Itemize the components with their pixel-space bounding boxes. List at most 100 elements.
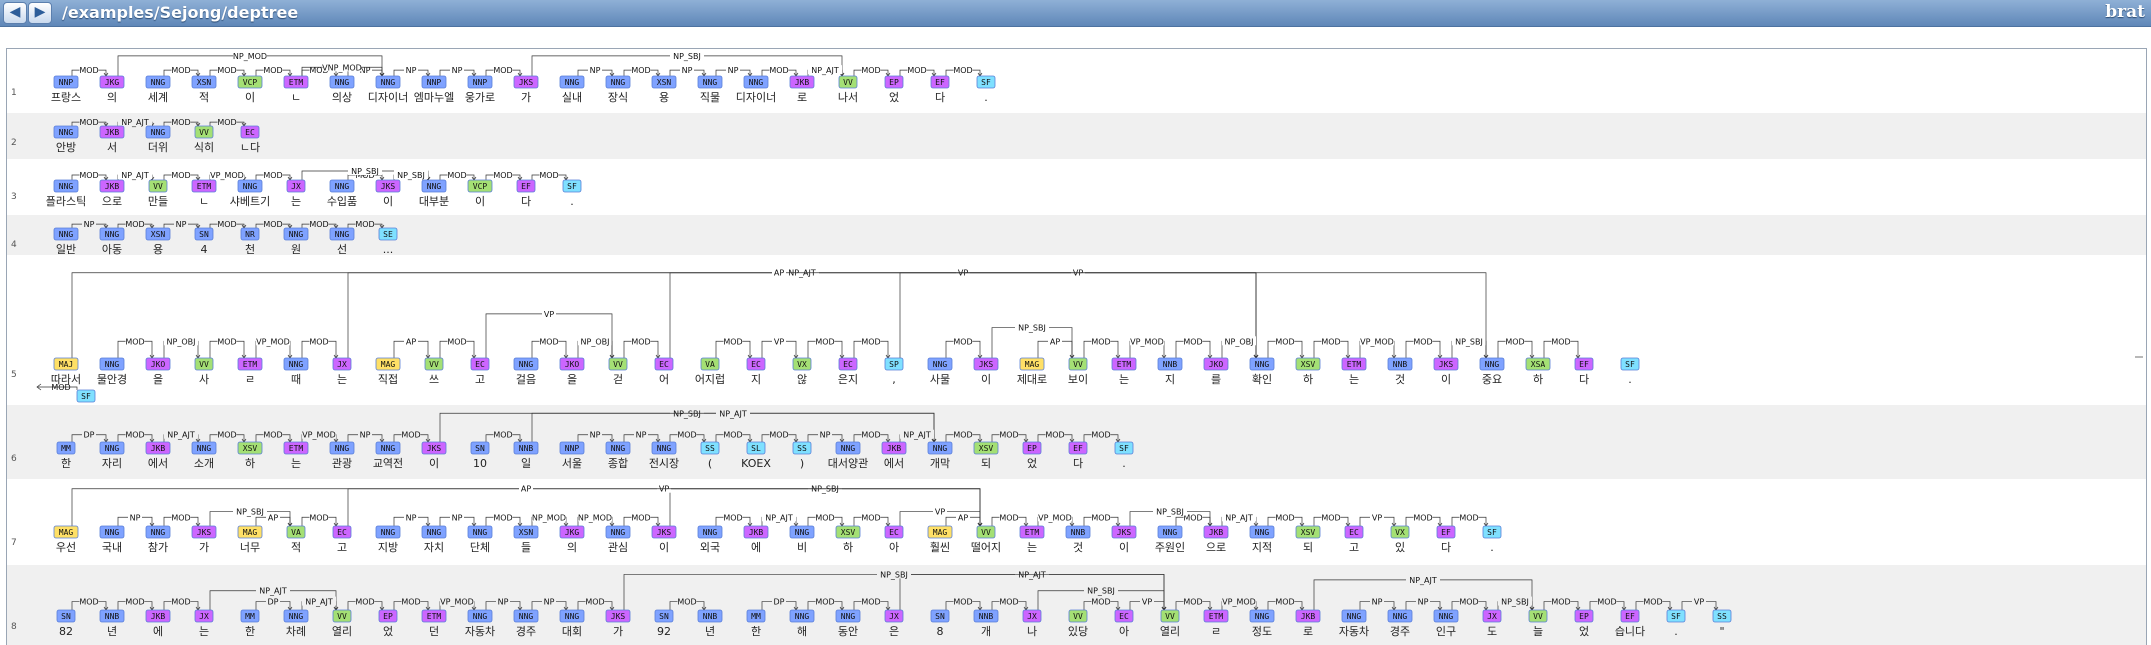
token[interactable]: EF 다 (1436, 525, 1456, 554)
pos-tag-box[interactable] (286, 179, 306, 193)
pos-tag-box[interactable] (792, 357, 812, 371)
arc-label[interactable]: MOD (171, 171, 190, 180)
token[interactable]: VV 나서 (838, 75, 858, 104)
arc-label[interactable]: MOD (1551, 337, 1570, 346)
arc-label[interactable]: MOD (125, 598, 144, 607)
pos-tag-box[interactable] (1022, 609, 1042, 623)
token[interactable]: VV 보이 (1068, 357, 1088, 386)
token[interactable]: JKB 으로 (1203, 525, 1229, 554)
token[interactable]: JKB 로 (1295, 609, 1321, 638)
pos-tag-box[interactable] (1111, 525, 1137, 539)
pos-tag-box[interactable] (145, 125, 171, 139)
pos-tag-box[interactable] (1068, 441, 1088, 455)
token[interactable]: JX 는 (286, 179, 306, 208)
token[interactable]: EC 어 (654, 357, 674, 386)
token[interactable]: SL KOEX (741, 441, 771, 470)
token[interactable]: XSV 하 (1295, 357, 1321, 386)
arc-label[interactable]: VP_MOD (1130, 337, 1164, 346)
pos-tag-box[interactable] (1712, 609, 1732, 623)
arc-label[interactable]: MOD (585, 598, 604, 607)
token[interactable]: NNB 것 (1387, 357, 1413, 386)
pos-tag-box[interactable] (194, 125, 214, 139)
pos-tag-box[interactable] (927, 525, 953, 539)
pos-tag-box[interactable] (53, 75, 79, 89)
pos-tag-box[interactable] (1482, 525, 1502, 539)
token[interactable]: JKO 를 (1203, 357, 1229, 386)
token[interactable]: JKO 을 (559, 357, 585, 386)
arc-label[interactable]: NP_AJT (903, 431, 931, 440)
arc-label[interactable]: MOD (493, 431, 512, 440)
pos-tag-box[interactable] (608, 357, 628, 371)
token[interactable]: SF. (1114, 441, 1134, 470)
arc-label[interactable]: MOD (1643, 598, 1662, 607)
pos-tag-box[interactable] (53, 525, 79, 539)
token[interactable]: NNG 디자이너 (736, 75, 776, 104)
token[interactable]: NNB 것 (1065, 525, 1091, 554)
token[interactable]: MAG 제대로 (1017, 357, 1047, 386)
arc-label[interactable]: NP (452, 513, 463, 522)
pos-tag-box[interactable] (559, 357, 585, 371)
arc-label[interactable]: MOD (631, 66, 650, 75)
pos-tag-box[interactable] (421, 441, 447, 455)
pos-tag-box[interactable] (1019, 357, 1045, 371)
token[interactable]: ETM 던 (421, 609, 447, 638)
arc-label[interactable]: MOD (217, 431, 236, 440)
token[interactable]: NNG 차례 (283, 609, 309, 638)
token[interactable]: NNB 년 (99, 609, 125, 638)
token[interactable]: NNG 수입품 (327, 179, 357, 208)
token[interactable]: EF 다 (1068, 441, 1088, 470)
token[interactable]: ETM 는 (1019, 525, 1045, 554)
token[interactable]: NNG 외국 (697, 525, 723, 554)
pos-tag-box[interactable] (467, 179, 493, 193)
arc-label[interactable]: MOD (217, 118, 236, 127)
arc-label[interactable]: VNP_MOD (322, 63, 362, 72)
pos-tag-box[interactable] (145, 75, 171, 89)
arc-label[interactable]: NP_SBJ (1156, 508, 1184, 517)
token[interactable]: MAG 직접 (375, 357, 401, 386)
arc-label[interactable]: MOD (401, 598, 420, 607)
pos-tag-box[interactable] (1295, 357, 1321, 371)
token[interactable]: ETM ㄹ (237, 357, 263, 386)
token[interactable]: NNG 해 (789, 609, 815, 638)
arc-label[interactable]: VP_MOD (1222, 598, 1256, 607)
token[interactable]: NNG 주원인 (1155, 525, 1185, 554)
arc-label[interactable]: MOD (263, 66, 282, 75)
pos-tag-box[interactable] (191, 525, 217, 539)
pos-tag-box[interactable] (1203, 525, 1229, 539)
token[interactable]: XSN 적 (191, 75, 217, 104)
arc-label[interactable]: MOD (953, 337, 972, 346)
arc-label[interactable]: DP (84, 431, 95, 440)
arc-label[interactable]: MOD (677, 431, 696, 440)
token[interactable]: XSV 되 (1295, 525, 1321, 554)
arc-label[interactable]: MOD (171, 513, 190, 522)
token[interactable]: NNG 경주 (513, 609, 539, 638)
arc-label[interactable]: MOD (125, 220, 144, 229)
arc-label[interactable]: VP_MOD (210, 171, 244, 180)
pos-tag-box[interactable] (1387, 357, 1413, 371)
arc-label[interactable]: AP (521, 485, 531, 494)
token[interactable]: EP 었 (1022, 441, 1042, 470)
pos-tag-box[interactable] (513, 357, 539, 371)
pos-tag-box[interactable] (1068, 357, 1088, 371)
token[interactable]: NNG 원 (283, 227, 309, 256)
arc-label[interactable]: NP_SBJ (1087, 587, 1115, 596)
arc-label[interactable]: NP_AJT (121, 171, 149, 180)
token[interactable]: SP, (884, 357, 904, 386)
token[interactable]: JX 나 (1022, 609, 1042, 638)
token[interactable]: NNG 중요 (1479, 357, 1505, 386)
pos-tag-box[interactable] (467, 75, 493, 89)
pos-tag-box[interactable] (835, 525, 861, 539)
arc-label[interactable]: MOD (1413, 337, 1432, 346)
token[interactable]: EF 다 (516, 179, 536, 208)
token[interactable]: MAG 우선 (53, 525, 79, 554)
pos-tag-box[interactable] (516, 179, 536, 193)
pos-tag-box[interactable] (930, 75, 950, 89)
pos-tag-box[interactable] (1433, 357, 1459, 371)
token[interactable]: MAG 훨씬 (927, 525, 953, 554)
token[interactable]: NNG 정도 (1249, 609, 1275, 638)
arc-label[interactable]: MOD (953, 66, 972, 75)
pos-tag-box[interactable] (1620, 609, 1640, 623)
arc-label[interactable]: NP_AJT (167, 431, 195, 440)
arc-label[interactable]: NP_AJT (259, 587, 287, 596)
token[interactable]: NNG 자치 (421, 525, 447, 554)
